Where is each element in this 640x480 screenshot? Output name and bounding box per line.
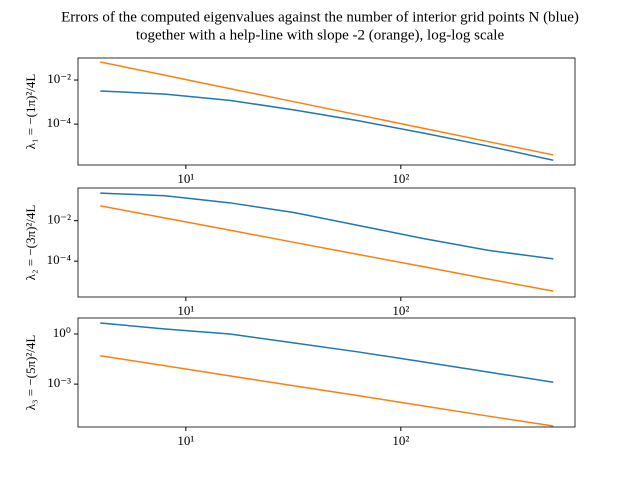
y-tick-label: 10⁻⁴ — [47, 115, 72, 130]
series-line — [100, 354, 554, 427]
y-axis-label: λ₁ = −(1π)²/4L — [23, 74, 38, 150]
y-tick-label: 10⁻⁴ — [47, 252, 72, 267]
chart-title: together with a help-line with slope -2 … — [136, 27, 505, 43]
x-tick-label: 10² — [392, 303, 409, 318]
plot-frame — [77, 317, 576, 428]
chart-title: Errors of the computed eigenvalues again… — [61, 9, 579, 25]
y-axis-label: λ₃ = −(5π)²/4L — [23, 335, 38, 411]
plot-frame — [77, 57, 576, 166]
x-tick-label: 10² — [392, 433, 409, 448]
y-tick-label: 10⁰ — [53, 325, 71, 340]
series-line — [100, 61, 554, 156]
series-line — [100, 192, 554, 260]
plot-frame — [77, 187, 576, 298]
y-tick-label: 10⁻² — [47, 71, 71, 86]
x-tick-label: 10¹ — [177, 433, 194, 448]
series-line — [100, 205, 554, 292]
y-tick-label: 10⁻³ — [47, 375, 71, 390]
series-line — [100, 322, 554, 383]
y-axis-label: λ₂ = −(3π)²/4L — [23, 205, 38, 281]
series-line — [100, 90, 554, 161]
y-tick-label: 10⁻² — [47, 212, 71, 227]
x-tick-label: 10² — [392, 171, 409, 186]
x-tick-label: 10¹ — [177, 171, 194, 186]
x-tick-label: 10¹ — [177, 303, 194, 318]
